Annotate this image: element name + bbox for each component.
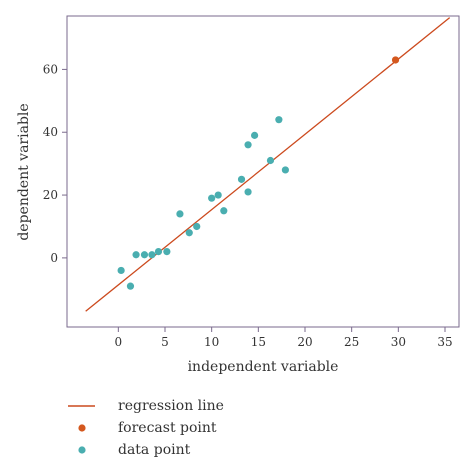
data-point — [251, 131, 259, 139]
y-tick-label: 0 — [50, 251, 58, 265]
plot-series — [85, 17, 451, 312]
x-tick-label: 0 — [115, 335, 123, 349]
data-point — [154, 248, 163, 256]
data-point — [244, 141, 252, 149]
x-tick-label: 25 — [344, 335, 359, 349]
y-tick-label: 20 — [43, 188, 58, 202]
x-tick-label: 5 — [161, 335, 169, 349]
data-point — [244, 188, 252, 196]
x-tick-label: 15 — [251, 335, 266, 349]
legend-forecast-point-swatch — [78, 424, 86, 432]
y-axis-ticks: 0 20 40 60 — [43, 62, 67, 265]
data-point — [193, 222, 201, 231]
legend: regression line forecast point data poin… — [68, 398, 224, 458]
data-point — [163, 248, 171, 256]
data-point — [148, 251, 156, 259]
y-axis-title: dependent variable — [16, 103, 32, 240]
x-axis-title: independent variable — [188, 359, 339, 375]
forecast-point — [391, 56, 400, 64]
x-tick-label: 10 — [204, 335, 219, 349]
data-point — [126, 282, 135, 290]
regression-line — [85, 17, 451, 312]
legend-data-point-swatch — [78, 446, 86, 454]
data-point — [275, 116, 283, 124]
data-point — [132, 251, 140, 259]
x-tick-label: 35 — [437, 335, 452, 349]
legend-forecast-point-label: forecast point — [118, 420, 217, 436]
data-point — [176, 210, 184, 218]
data-point — [281, 166, 289, 174]
y-tick-label: 60 — [43, 62, 58, 76]
x-tick-label: 30 — [391, 335, 406, 349]
x-tick-label: 20 — [297, 335, 312, 349]
legend-regression-line-label: regression line — [118, 398, 224, 414]
data-point — [208, 194, 216, 202]
data-point — [185, 229, 193, 237]
data-point — [266, 156, 275, 165]
plot-frame — [66, 15, 460, 328]
y-tick-label: 40 — [43, 125, 58, 139]
data-point — [214, 191, 222, 199]
data-point — [220, 207, 228, 215]
data-point — [140, 251, 149, 259]
x-axis-ticks: 0 5 10 15 20 25 30 35 — [115, 327, 453, 349]
data-point — [117, 266, 125, 275]
data-point — [237, 175, 246, 183]
legend-data-point-label: data point — [118, 442, 191, 458]
